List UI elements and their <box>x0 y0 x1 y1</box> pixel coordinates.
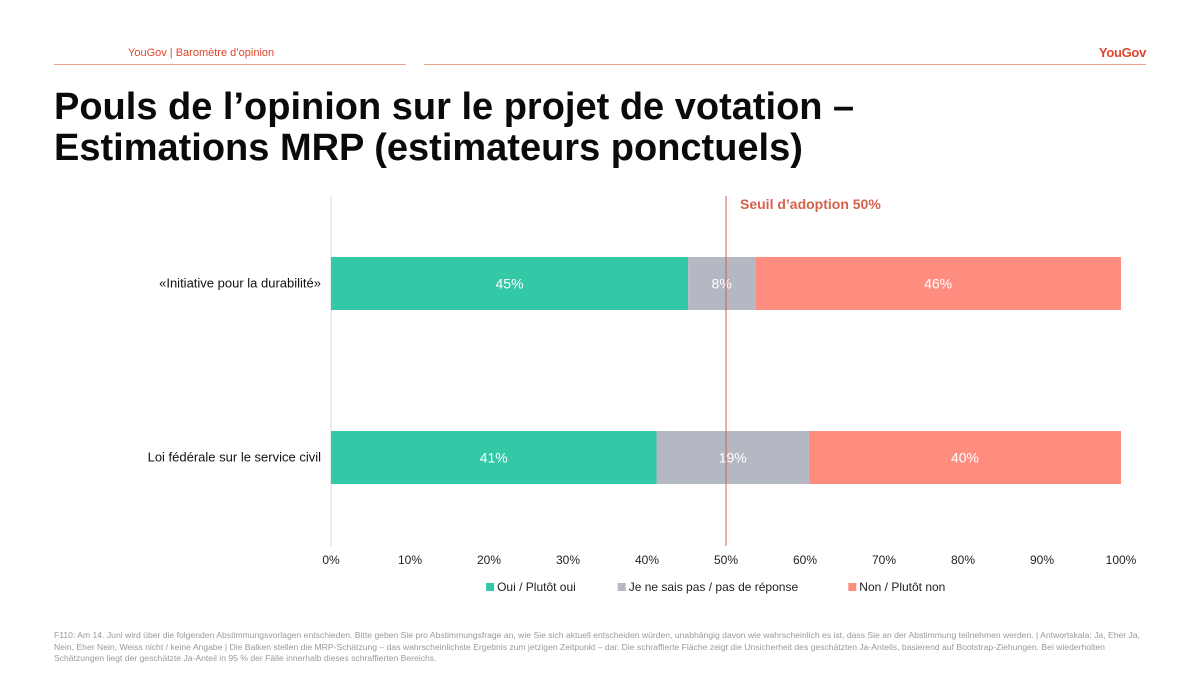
x-tick-label: 40% <box>635 553 659 567</box>
threshold-label: Seuil d’adoption 50% <box>740 196 881 212</box>
x-tick-label: 100% <box>1106 553 1137 567</box>
footnote: F110: Am 14. Juni wird über die folgende… <box>54 630 1140 663</box>
legend-label: Je ne sais pas / pas de réponse <box>629 580 799 594</box>
page-title-line-2: Estimations MRP (estimateurs ponctuels) <box>54 127 803 169</box>
data-label: 8% <box>712 276 732 292</box>
category-label: Loi fédérale sur le service civil <box>148 450 322 465</box>
bar-segment <box>331 257 689 310</box>
page-title-line-1: Pouls de l’opinion sur le projet de vota… <box>54 86 855 128</box>
x-tick-label: 80% <box>951 553 975 567</box>
x-tick-label: 50% <box>714 553 738 567</box>
data-label: 46% <box>924 276 952 292</box>
bar-segment <box>331 431 657 484</box>
legend-swatch <box>486 583 495 591</box>
header-breadcrumb: YouGov | Baromètre d’opinion <box>128 47 275 59</box>
data-label: 40% <box>951 450 979 466</box>
x-tick-label: 60% <box>793 553 817 567</box>
bar-segment <box>808 431 1121 484</box>
bar-segment <box>688 257 756 310</box>
bar-segment <box>755 257 1121 310</box>
bar-segment <box>656 431 809 484</box>
header-divider-left <box>54 64 406 65</box>
x-tick-label: 10% <box>398 553 422 567</box>
data-label: 41% <box>480 450 508 466</box>
x-tick-label: 20% <box>477 553 501 567</box>
legend-label: Oui / Plutôt oui <box>497 580 576 594</box>
x-tick-label: 70% <box>872 553 896 567</box>
legend-swatch <box>848 583 857 591</box>
page-title: Pouls de l’opinion sur le projet de vota… <box>54 87 1154 169</box>
data-label: 45% <box>496 276 524 292</box>
data-label: 19% <box>719 450 747 466</box>
x-tick-label: 90% <box>1030 553 1054 567</box>
category-label: «Initiative pour la durabilité» <box>159 276 321 291</box>
header-divider-right <box>424 64 1146 65</box>
x-tick-label: 0% <box>322 553 340 567</box>
legend-swatch <box>617 583 626 591</box>
legend-label: Non / Plutôt non <box>859 580 945 594</box>
x-tick-label: 30% <box>556 553 580 567</box>
yougov-logo: YouGov <box>1098 45 1146 60</box>
